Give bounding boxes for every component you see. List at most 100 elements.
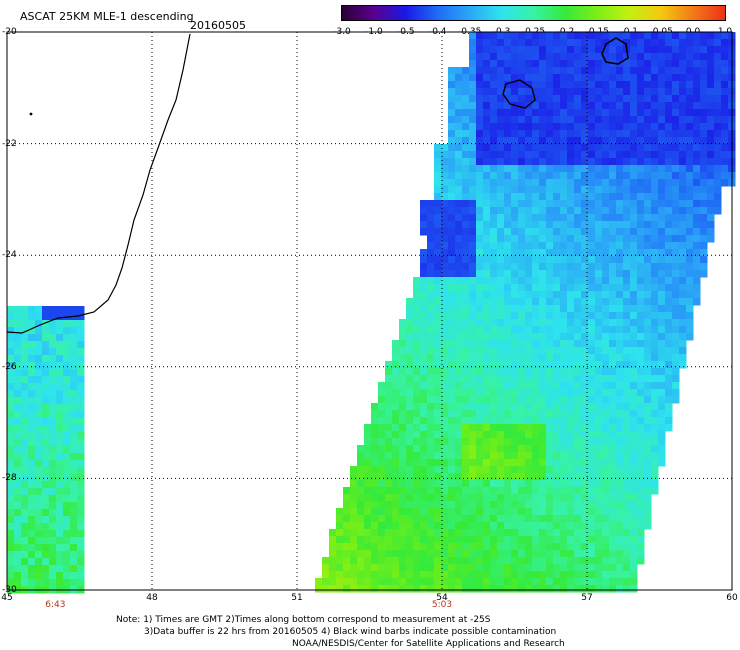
swath-cell (70, 418, 78, 426)
swath-cell (35, 488, 43, 496)
swath-cell (665, 95, 673, 103)
swath-cell (644, 270, 652, 278)
swath-cell (497, 466, 505, 474)
swath-cell (567, 480, 575, 488)
swath-cell (455, 480, 463, 488)
swath-cell (616, 221, 624, 229)
swath-cell (630, 508, 638, 516)
longitude-label: 51 (291, 593, 303, 603)
swath-cell (462, 137, 470, 145)
swath-cell (469, 382, 477, 390)
swath-cell (567, 165, 575, 173)
swath-cell (35, 460, 43, 468)
swath-cell (476, 312, 484, 320)
swath-cell (42, 516, 50, 524)
swath-cell (504, 487, 512, 495)
swath-cell (595, 207, 603, 215)
swath-cell (392, 501, 400, 509)
swath-cell (553, 508, 561, 516)
swath-cell (483, 88, 491, 96)
swath-cell (511, 375, 519, 383)
swath-cell (427, 522, 435, 530)
swath-cell (567, 186, 575, 194)
swath-cell (553, 564, 561, 572)
swath-cell (462, 200, 470, 208)
swath-cell (567, 494, 575, 502)
swath-cell (672, 326, 680, 334)
swath-cell (511, 522, 519, 530)
swath-cell (476, 382, 484, 390)
swath-cell (483, 137, 491, 145)
swath-cell (525, 333, 533, 341)
swath-cell (525, 557, 533, 565)
swath-cell (434, 186, 442, 194)
swath-cell (77, 439, 85, 447)
swath-cell (329, 557, 337, 565)
swath-cell (455, 242, 463, 250)
swath-cell (483, 578, 491, 586)
swath-cell (42, 565, 50, 573)
swath-cell (504, 445, 512, 453)
swath-cell (14, 334, 22, 342)
swath-cell (595, 438, 603, 446)
swath-cell (427, 515, 435, 523)
swath-cell (581, 529, 589, 537)
swath-cell (630, 438, 638, 446)
swath-cell (448, 200, 456, 208)
swath-cell (616, 88, 624, 96)
swath-cell (630, 277, 638, 285)
swath-cell (392, 515, 400, 523)
swath-cell (609, 361, 617, 369)
swath-cell (553, 522, 561, 530)
swath-cell (525, 277, 533, 285)
swath-cell (35, 369, 43, 377)
swath-cell (56, 334, 64, 342)
swath-cell (504, 81, 512, 89)
swath-cell (462, 74, 470, 82)
swath-cell (644, 67, 652, 75)
swath-cell (546, 277, 554, 285)
swath-cell (28, 460, 36, 468)
swath-cell (630, 81, 638, 89)
swath-cell (42, 404, 50, 412)
swath-cell (651, 333, 659, 341)
swath-cell (595, 396, 603, 404)
swath-cell (406, 312, 414, 320)
swath-cell (504, 214, 512, 222)
swath-cell (511, 515, 519, 523)
swath-cell (693, 95, 701, 103)
swath-cell (462, 557, 470, 565)
swath-cell (434, 354, 442, 362)
swath-cell (518, 263, 526, 271)
swath-cell (476, 116, 484, 124)
swath-cell (427, 529, 435, 537)
swath-cell (420, 487, 428, 495)
swath-cell (490, 186, 498, 194)
swath-cell (623, 368, 631, 376)
swath-cell (476, 375, 484, 383)
swath-cell (476, 200, 484, 208)
swath-cell (665, 81, 673, 89)
swath-cell (511, 396, 519, 404)
swath-cell (476, 326, 484, 334)
swath-cell (70, 516, 78, 524)
swath-cell (469, 46, 477, 54)
swath-cell (609, 424, 617, 432)
swath-cell (420, 410, 428, 418)
swath-cell (560, 74, 568, 82)
swath-cell (483, 186, 491, 194)
swath-cell (721, 88, 729, 96)
swath-cell (658, 277, 666, 285)
swath-cell (28, 467, 36, 475)
swath-cell (679, 137, 687, 145)
swath-cell (511, 557, 519, 565)
swath-cell (693, 179, 701, 187)
swath-cell (623, 501, 631, 509)
swath-cell (700, 151, 708, 159)
swath-cell (658, 179, 666, 187)
swath-cell (462, 207, 470, 215)
swath-cell (602, 221, 610, 229)
swath-cell (441, 452, 449, 460)
swath-cell (476, 445, 484, 453)
swath-cell (630, 305, 638, 313)
